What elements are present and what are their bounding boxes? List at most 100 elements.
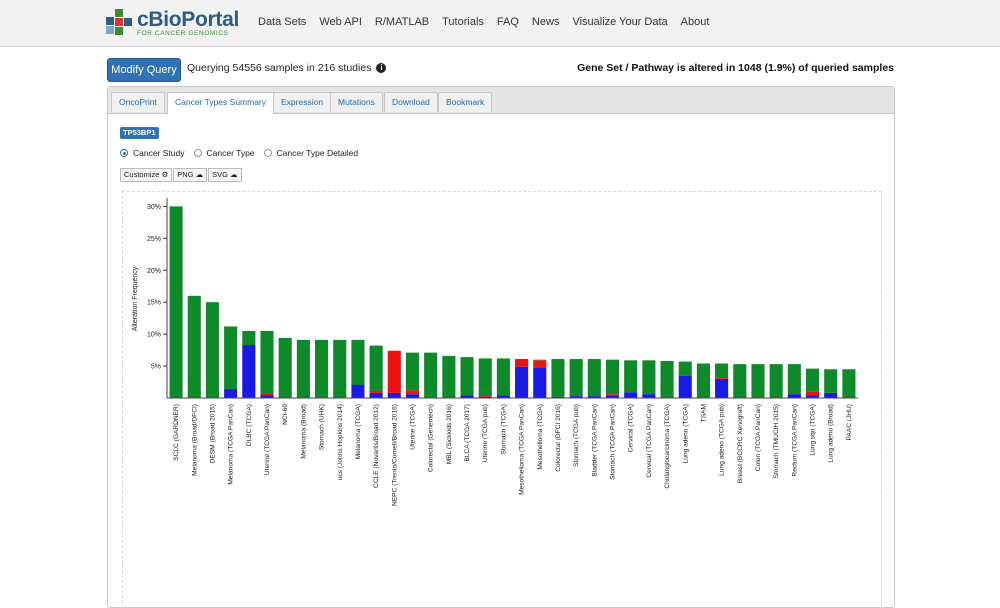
bar-segment-multiple-alterations <box>769 364 783 398</box>
nav-faq[interactable]: FAQ <box>496 16 519 28</box>
bar-segment-multiple-alterations <box>642 360 656 395</box>
x-tick-label: Uterine (TCGA pub) <box>482 404 489 462</box>
x-tick-label: ucs (Johns Hopkins 2014) <box>337 404 344 480</box>
info-icon[interactable]: i <box>376 63 387 73</box>
bar-segment-multiple-alterations <box>242 330 256 345</box>
customize-button[interactable]: Customize ⚙ <box>120 168 173 182</box>
bar-segment-multiple-alterations <box>678 361 692 376</box>
x-tick-label: Stomach (TCGA PanCan) <box>610 404 617 480</box>
top-navbar: cBioPortal FOR CANCER GENOMICS Data Sets… <box>0 0 1000 47</box>
tab-bookmark[interactable]: Bookmark <box>438 92 493 112</box>
main-nav: Data Sets Web API R/MATLAB Tutorials FAQ… <box>258 16 722 28</box>
tab-oncoprint[interactable]: OncoPrint <box>111 92 165 112</box>
bar-segment-mutation <box>787 394 801 398</box>
x-tick-label: Mesothelioma (TCGA) <box>537 404 544 470</box>
x-tick-label: TSAM <box>700 404 707 422</box>
bar-segment-multiple-alterations <box>824 369 838 393</box>
bar-segment-mutation <box>678 375 692 398</box>
tab-cancer-types-summary[interactable]: Cancer Types Summary <box>167 92 275 114</box>
bar-segment-amplification <box>260 393 274 396</box>
bar-segment-mutation <box>715 378 729 398</box>
x-tick-label: Breast (BCCRC Xenograft) <box>737 404 744 483</box>
nav-about[interactable]: About <box>680 16 710 28</box>
bar-segment-multiple-alterations <box>315 339 329 398</box>
x-tick-label: Colorectal (DFCI 2016) <box>555 404 562 472</box>
bar-segment-mutation <box>642 394 656 398</box>
x-tick-label: Melanoma (Broad) <box>300 404 307 459</box>
y-tick-label: 5% <box>151 364 161 371</box>
bar-segment-amplification <box>715 377 729 379</box>
x-tick-label: Cervical (TCGA PanCan) <box>646 404 653 478</box>
radio-unselected-icon[interactable] <box>263 149 272 157</box>
bar-segment-mutation <box>587 396 601 398</box>
bar-segment-amplification <box>405 390 420 395</box>
x-tick-label: SCLC (GARDNER) <box>173 404 180 461</box>
bar-segment-mutation <box>605 395 620 398</box>
radio-selected-icon[interactable] <box>120 149 128 157</box>
bar-segment-mutation <box>569 396 583 398</box>
radio-unselected-icon[interactable] <box>193 149 202 157</box>
bar-segment-amplification <box>478 395 492 397</box>
png-download-button[interactable]: PNG ☁ <box>173 168 208 182</box>
radio-label: Cancer Study <box>133 148 185 158</box>
grouping-radio-group: Cancer Study Cancer Type Cancer Type Det… <box>120 148 367 158</box>
radio-label: Cancer Type Detailed <box>276 148 359 158</box>
x-tick-label: Colorectal (Genentech) <box>428 404 435 472</box>
x-tick-label: Cholangiocarcinoma (TCGA) <box>664 404 671 489</box>
x-tick-label: Colon (TCGA PanCan) <box>755 404 762 471</box>
bar-segment-amplification <box>515 359 529 367</box>
tab-download[interactable]: Download <box>384 92 438 112</box>
bar-segment-multiple-alterations <box>187 295 201 398</box>
bar-segment-mutation <box>624 392 638 398</box>
svg-download-button[interactable]: SVG ☁ <box>208 168 242 182</box>
x-tick-label: DESM (Broad 2015) <box>209 404 216 463</box>
radio-cancer-type[interactable]: Cancer Type <box>193 148 255 158</box>
bar-segment-multiple-alterations <box>605 359 620 395</box>
nav-data-sets[interactable]: Data Sets <box>258 16 307 28</box>
bar-segment-amplification <box>387 350 401 393</box>
modify-query-button[interactable]: Modify Query <box>107 58 181 82</box>
x-tick-label: Uterine (TCGA) <box>409 404 416 450</box>
cbioportal-logo[interactable]: cBioPortal FOR CANCER GENOMICS <box>106 9 239 38</box>
nav-visualize-your-data[interactable]: Visualize Your Data <box>572 16 668 28</box>
nav-tutorials[interactable]: Tutorials <box>442 16 484 28</box>
x-tick-label: Lung adeno (TCGA pub) <box>719 404 726 476</box>
results-tabs: OncoPrint Cancer Types Summary Expressio… <box>108 87 894 114</box>
x-tick-label: CCLE (Novartis/Broad 2012) <box>373 404 380 488</box>
x-tick-label: Melanoma (Broad/DFCI) <box>191 404 198 476</box>
nav-web-api[interactable]: Web API <box>319 16 362 28</box>
bar-segment-multiple-alterations <box>460 357 474 396</box>
bar-segment-mutation <box>387 392 401 398</box>
x-tick-label: Mesothelioma (TCGA PanCan) <box>519 404 526 495</box>
x-tick-label: DLBC (TCGA) <box>246 404 253 446</box>
x-tick-label: Melanoma (TCGA PanCan) <box>228 404 235 485</box>
querying-text: Querying 54556 samples in 216 studies <box>187 62 372 74</box>
bar-segment-amplification <box>533 360 547 368</box>
logo-name: cBioPortal <box>137 8 240 31</box>
radio-cancer-type-detailed[interactable]: Cancer Type Detailed <box>263 148 359 158</box>
bar-segment-multiple-alterations <box>296 339 310 398</box>
alteration-frequency-chart: 5% 10% 15% 20% 25% 30% Alteration Frequency SCL… <box>132 198 858 506</box>
bar-segment-multiple-alterations <box>715 363 729 378</box>
bar-segment-multiple-alterations <box>696 363 710 398</box>
radio-cancer-study[interactable]: Cancer Study <box>120 148 185 158</box>
bar-segment-mutation <box>533 367 547 398</box>
bar-segment-mutation <box>405 394 420 398</box>
nav-news[interactable]: News <box>531 16 560 28</box>
nav-r-matlab[interactable]: R/MATLAB <box>374 16 430 28</box>
x-tick-label: Stomach (TCGA pub) <box>573 404 580 467</box>
results-panel: OncoPrint Cancer Types Summary Expressio… <box>107 86 895 608</box>
bar-segment-multiple-alterations <box>424 352 438 398</box>
bar-segment-multiple-alterations <box>660 360 674 398</box>
x-tick-label: Bladder (TCGA PanCan) <box>591 404 598 477</box>
x-tick-label: Lung adeno (TCGA) <box>682 404 689 463</box>
x-tick-label: Lung adeno (Broad) <box>828 404 835 463</box>
bar-segment-mutation <box>478 396 492 398</box>
bar-segment-multiple-alterations <box>587 359 601 397</box>
bar-segment-mutation <box>824 392 838 398</box>
bar-segment-multiple-alterations <box>351 339 365 385</box>
tab-mutations[interactable]: Mutations <box>330 92 383 112</box>
x-tick-label: Melanoma (TCGA) <box>355 404 362 459</box>
tab-expression[interactable]: Expression <box>273 92 332 112</box>
x-tick-label: MBL (Sickkids 2016) <box>446 404 453 464</box>
